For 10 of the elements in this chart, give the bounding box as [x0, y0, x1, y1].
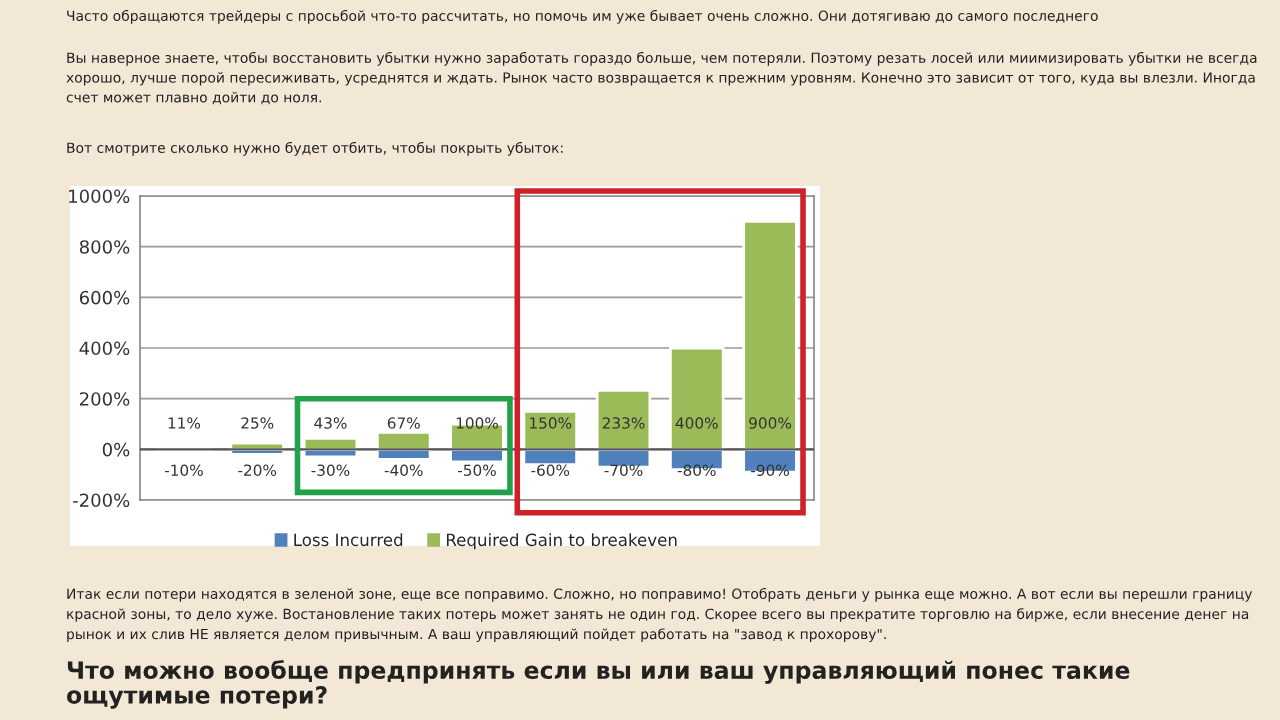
text: Что можно вообще предпринять если вы или ваш управляющий понес такие ощутимые потери? — [67, 660, 1130, 709]
y-tick-label: -200% — [73, 493, 130, 508]
y-tick-label: 800% — [79, 240, 130, 254]
y-tick-label: 1000% — [69, 189, 130, 204]
legend-label: Required Gain to breakeven — [446, 533, 677, 550]
y-tick-label: 200% — [79, 392, 130, 406]
y-tick-label: 600% — [79, 290, 130, 305]
y-tick-label: 0% — [102, 442, 130, 457]
y-tick-label: 400% — [79, 341, 130, 356]
legend-label: Loss Incurred — [294, 533, 403, 547]
